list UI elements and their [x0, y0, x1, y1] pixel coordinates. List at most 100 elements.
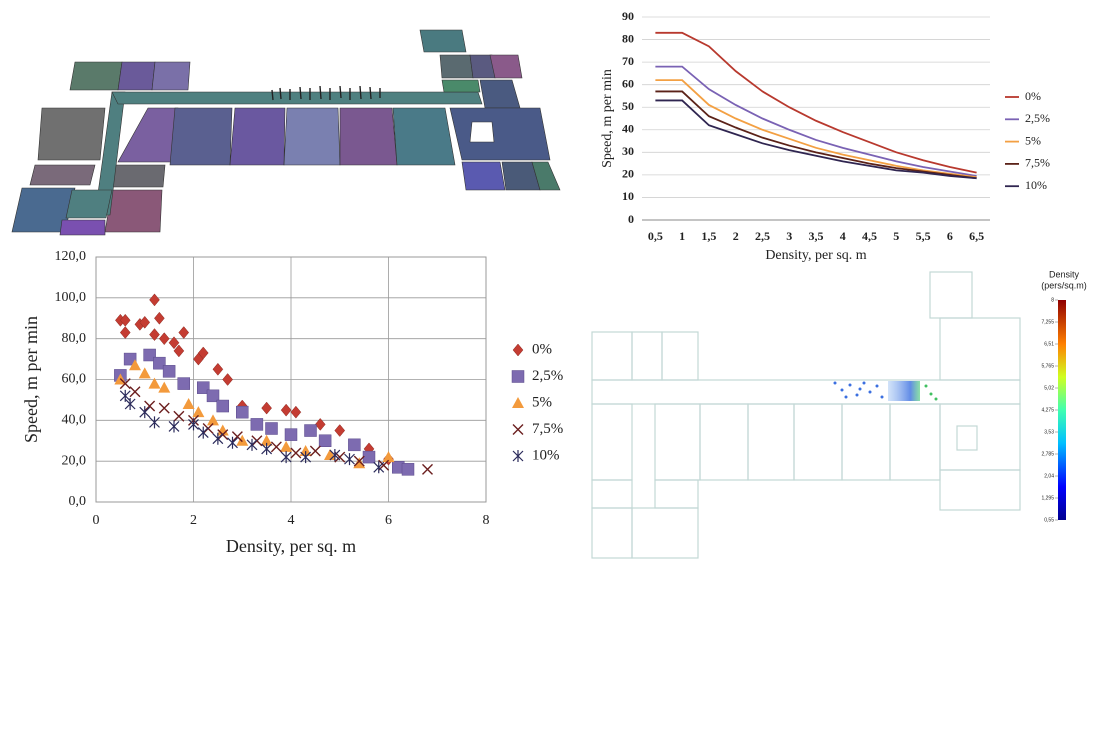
point	[290, 405, 302, 419]
line-series	[655, 65, 977, 177]
x-tick-label: 3	[786, 229, 792, 243]
y-tick-label: 60,0	[62, 372, 87, 387]
point	[139, 315, 151, 329]
point	[192, 406, 205, 418]
y-tick-label: 90	[622, 9, 634, 23]
point	[119, 326, 131, 339]
point	[168, 420, 180, 433]
point	[222, 373, 233, 386]
point	[304, 424, 317, 437]
legend-label: 0%	[532, 341, 552, 357]
colorbar-tick-label: 1,295	[1041, 495, 1054, 501]
point	[206, 389, 220, 403]
y-tick-label: 40,0	[62, 413, 87, 428]
legend-swatch	[511, 370, 525, 383]
x-axis-title: Density, per sq. m	[765, 248, 866, 263]
point	[149, 293, 160, 307]
colorbar-tick-label: 5,765	[1041, 363, 1054, 369]
point	[227, 436, 238, 449]
y-tick-label: 40	[622, 122, 634, 136]
colorbar-title: Density	[1049, 269, 1080, 279]
y-tick-label: 0,0	[69, 494, 87, 509]
point	[362, 450, 376, 464]
point	[299, 444, 312, 456]
point	[129, 386, 141, 398]
y-tick-label: 80	[622, 31, 634, 45]
legend-label: 2,5%	[1025, 111, 1050, 125]
x-tick-label: 6	[947, 229, 953, 243]
point	[197, 381, 210, 394]
point	[168, 336, 180, 350]
point	[280, 440, 293, 452]
point	[158, 381, 171, 393]
x-tick-label: 0	[93, 513, 100, 528]
x-tick-label: 1	[679, 229, 685, 243]
point	[144, 400, 156, 412]
point	[260, 434, 273, 446]
point	[334, 424, 346, 437]
point	[138, 367, 151, 379]
x-tick-label: 6	[385, 513, 392, 528]
point	[231, 431, 243, 443]
building-render	[11, 29, 561, 236]
point	[173, 344, 185, 358]
point	[284, 428, 298, 441]
x-tick-label: 2	[190, 513, 197, 528]
y-tick-label: 120,0	[55, 249, 87, 264]
point	[212, 432, 224, 445]
y-tick-label: 70	[622, 54, 634, 68]
point	[246, 438, 258, 451]
point	[353, 455, 365, 467]
point	[250, 418, 264, 431]
point	[123, 352, 137, 366]
point	[129, 359, 141, 371]
y-axis-title: Speed, m per min	[21, 316, 41, 443]
y-tick-label: 60	[622, 76, 634, 90]
colorbar-tick-label: 6,51	[1044, 341, 1054, 347]
point	[318, 434, 332, 447]
point	[261, 401, 272, 415]
point	[124, 398, 136, 410]
line-series	[655, 79, 977, 179]
y-tick-label: 20,0	[62, 453, 87, 468]
colorbar-tick-label: 2,785	[1041, 451, 1054, 457]
legend-swatch	[512, 343, 524, 357]
point	[154, 311, 165, 325]
point	[197, 426, 209, 439]
x-tick-label: 2,5	[755, 229, 770, 243]
point	[382, 451, 395, 463]
x-tick-label: 6,5	[969, 229, 984, 243]
y-tick-label: 100,0	[55, 290, 87, 305]
line-series	[655, 90, 977, 180]
point	[162, 365, 176, 378]
point	[422, 463, 433, 475]
point	[188, 418, 199, 431]
point	[348, 438, 361, 452]
floor-plan	[591, 271, 1021, 559]
colorbar-tick-label: 2,04	[1044, 473, 1054, 479]
colorbar-tick-label: 0,55	[1044, 517, 1054, 523]
x-tick-label: 1,5	[701, 229, 716, 243]
point	[353, 457, 366, 469]
point	[290, 447, 302, 459]
legend-label: 7,5%	[532, 421, 563, 437]
legend-label: 7,5%	[1025, 156, 1050, 170]
legend-swatch	[512, 450, 524, 462]
point	[216, 399, 229, 413]
x-tick-label: 8	[483, 513, 490, 528]
legend-label: 10%	[532, 447, 560, 463]
colorbar-tick-label: 4,275	[1041, 407, 1054, 413]
point	[314, 418, 326, 431]
x-tick-label: 4,5	[862, 229, 877, 243]
legend-swatch	[512, 397, 524, 408]
x-tick-label: 3,5	[809, 229, 824, 243]
point	[280, 403, 292, 417]
legend-label: 2,5%	[532, 368, 563, 384]
point	[207, 414, 219, 426]
line-series	[655, 99, 977, 180]
point	[182, 398, 195, 409]
y-tick-label: 80,0	[62, 331, 87, 346]
point	[300, 451, 312, 464]
y-tick-label: 10	[622, 189, 634, 203]
